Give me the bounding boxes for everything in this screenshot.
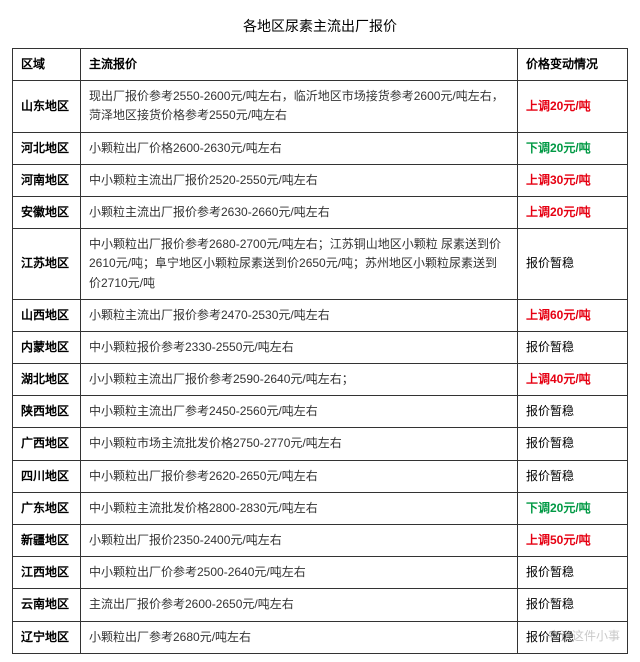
price-cell: 主流出厂报价参考2600-2650元/吨左右 — [81, 589, 518, 621]
price-cell: 中小颗粒出厂报价参考2620-2650元/吨左右 — [81, 460, 518, 492]
region-cell: 广西地区 — [13, 428, 81, 460]
price-cell: 中小颗粒报价参考2330-2550元/吨左右 — [81, 331, 518, 363]
region-cell: 云南地区 — [13, 589, 81, 621]
table-row: 江西地区中小颗粒出厂价参考2500-2640元/吨左右报价暂稳 — [13, 557, 628, 589]
table-row: 云南地区主流出厂报价参考2600-2650元/吨左右报价暂稳 — [13, 589, 628, 621]
price-cell: 小颗粒出厂价格2600-2630元/吨左右 — [81, 132, 518, 164]
change-cell: 报价暂稳 — [518, 428, 628, 460]
table-row: 河北地区小颗粒出厂价格2600-2630元/吨左右下调20元/吨 — [13, 132, 628, 164]
region-cell: 山东地区 — [13, 81, 81, 132]
table-row: 广西地区中小颗粒市场主流批发价格2750-2770元/吨左右报价暂稳 — [13, 428, 628, 460]
region-cell: 安徽地区 — [13, 196, 81, 228]
region-cell: 江西地区 — [13, 557, 81, 589]
change-cell: 上调30元/吨 — [518, 164, 628, 196]
region-cell: 河北地区 — [13, 132, 81, 164]
region-cell: 湖北地区 — [13, 364, 81, 396]
region-cell: 河南地区 — [13, 164, 81, 196]
table-row: 新疆地区小颗粒出厂报价2350-2400元/吨左右上调50元/吨 — [13, 525, 628, 557]
region-cell: 内蒙地区 — [13, 331, 81, 363]
price-cell: 中小颗粒市场主流批发价格2750-2770元/吨左右 — [81, 428, 518, 460]
change-cell: 上调60元/吨 — [518, 299, 628, 331]
change-cell: 报价暂稳 — [518, 460, 628, 492]
price-cell: 中小颗粒出厂报价参考2680-2700元/吨左右；江苏铜山地区小颗粒 尿素送到价… — [81, 229, 518, 300]
price-cell: 小颗粒主流出厂报价参考2470-2530元/吨左右 — [81, 299, 518, 331]
price-cell: 小颗粒主流出厂报价参考2630-2660元/吨左右 — [81, 196, 518, 228]
table-row: 河南地区中小颗粒主流出厂报价2520-2550元/吨左右上调30元/吨 — [13, 164, 628, 196]
change-cell: 上调20元/吨 — [518, 81, 628, 132]
region-cell: 山西地区 — [13, 299, 81, 331]
table-header-row: 区域 主流报价 价格变动情况 — [13, 49, 628, 81]
table-row: 山东地区现出厂报价参考2550-2600元/吨左右，临沂地区市场接货参考2600… — [13, 81, 628, 132]
price-cell: 小颗粒出厂报价2350-2400元/吨左右 — [81, 525, 518, 557]
change-cell: 报价暂稳 — [518, 557, 628, 589]
table-row: 江苏地区中小颗粒出厂报价参考2680-2700元/吨左右；江苏铜山地区小颗粒 尿… — [13, 229, 628, 300]
price-table: 区域 主流报价 价格变动情况 山东地区现出厂报价参考2550-2600元/吨左右… — [12, 48, 628, 654]
price-cell: 小颗粒出厂参考2680元/吨左右 — [81, 621, 518, 653]
table-row: 广东地区中小颗粒主流批发价格2800-2830元/吨左右下调20元/吨 — [13, 492, 628, 524]
header-price: 主流报价 — [81, 49, 518, 81]
change-cell: 上调40元/吨 — [518, 364, 628, 396]
page-title: 各地区尿素主流出厂报价 — [12, 8, 628, 48]
price-cell: 中小颗粒主流出厂报价2520-2550元/吨左右 — [81, 164, 518, 196]
region-cell: 广东地区 — [13, 492, 81, 524]
table-row: 陕西地区中小颗粒主流出厂参考2450-2560元/吨左右报价暂稳 — [13, 396, 628, 428]
change-cell: 报价暂稳 — [518, 589, 628, 621]
change-cell: 报价暂稳 — [518, 621, 628, 653]
change-cell: 下调20元/吨 — [518, 132, 628, 164]
price-cell: 现出厂报价参考2550-2600元/吨左右，临沂地区市场接货参考2600元/吨左… — [81, 81, 518, 132]
table-row: 山西地区小颗粒主流出厂报价参考2470-2530元/吨左右上调60元/吨 — [13, 299, 628, 331]
price-cell: 中小颗粒主流出厂参考2450-2560元/吨左右 — [81, 396, 518, 428]
change-cell: 下调20元/吨 — [518, 492, 628, 524]
region-cell: 新疆地区 — [13, 525, 81, 557]
table-container: 各地区尿素主流出厂报价 区域 主流报价 价格变动情况 山东地区现出厂报价参考25… — [0, 0, 640, 662]
table-row: 安徽地区小颗粒主流出厂报价参考2630-2660元/吨左右上调20元/吨 — [13, 196, 628, 228]
table-row: 内蒙地区中小颗粒报价参考2330-2550元/吨左右报价暂稳 — [13, 331, 628, 363]
change-cell: 上调50元/吨 — [518, 525, 628, 557]
region-cell: 四川地区 — [13, 460, 81, 492]
price-cell: 中小颗粒出厂价参考2500-2640元/吨左右 — [81, 557, 518, 589]
change-cell: 报价暂稳 — [518, 331, 628, 363]
header-region: 区域 — [13, 49, 81, 81]
table-row: 四川地区中小颗粒出厂报价参考2620-2650元/吨左右报价暂稳 — [13, 460, 628, 492]
change-cell: 报价暂稳 — [518, 396, 628, 428]
region-cell: 辽宁地区 — [13, 621, 81, 653]
price-cell: 小小颗粒主流出厂报价参考2590-2640元/吨左右； — [81, 364, 518, 396]
table-row: 湖北地区小小颗粒主流出厂报价参考2590-2640元/吨左右；上调40元/吨 — [13, 364, 628, 396]
table-row: 辽宁地区小颗粒出厂参考2680元/吨左右报价暂稳 — [13, 621, 628, 653]
region-cell: 陕西地区 — [13, 396, 81, 428]
price-cell: 中小颗粒主流批发价格2800-2830元/吨左右 — [81, 492, 518, 524]
change-cell: 上调20元/吨 — [518, 196, 628, 228]
change-cell: 报价暂稳 — [518, 229, 628, 300]
region-cell: 江苏地区 — [13, 229, 81, 300]
header-change: 价格变动情况 — [518, 49, 628, 81]
